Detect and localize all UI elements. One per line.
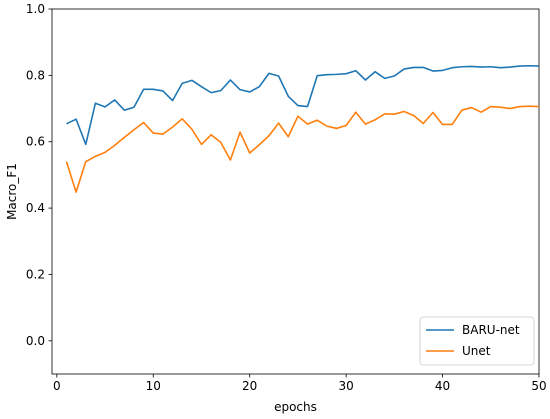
y-tick-label: 0.6: [26, 135, 45, 149]
y-axis-label: Macro_F1: [5, 163, 19, 220]
x-tick-label: 20: [242, 379, 257, 393]
x-axis: 0 10 20 30 40 50: [53, 374, 547, 393]
y-tick-label: 0.4: [26, 201, 45, 215]
x-tick-label: 40: [435, 379, 450, 393]
y-axis: 0.0 0.2 0.4 0.6 0.8 1.0: [26, 2, 52, 348]
legend: BARU-net Unet: [419, 316, 535, 366]
x-axis-label: epochs: [274, 400, 317, 414]
legend-box: [419, 316, 535, 366]
legend-entry-baru-net: BARU-net: [462, 323, 520, 337]
x-tick-label: 50: [531, 379, 546, 393]
x-tick-label: 30: [338, 379, 353, 393]
x-tick-label: 10: [146, 379, 161, 393]
y-tick-label: 0.8: [26, 68, 45, 82]
series-line-baru-net: [66, 64, 540, 146]
y-tick-label: 0.2: [26, 267, 45, 281]
y-tick-label: 0.0: [26, 334, 45, 348]
x-tick-label: 0: [53, 379, 61, 393]
plot-area: [51, 8, 540, 375]
plot-frame: [51, 8, 540, 375]
series-layer: [65, 64, 540, 193]
series-line-unet: [65, 105, 540, 193]
legend-entry-unet: Unet: [462, 344, 491, 358]
y-tick-label: 1.0: [26, 2, 45, 16]
